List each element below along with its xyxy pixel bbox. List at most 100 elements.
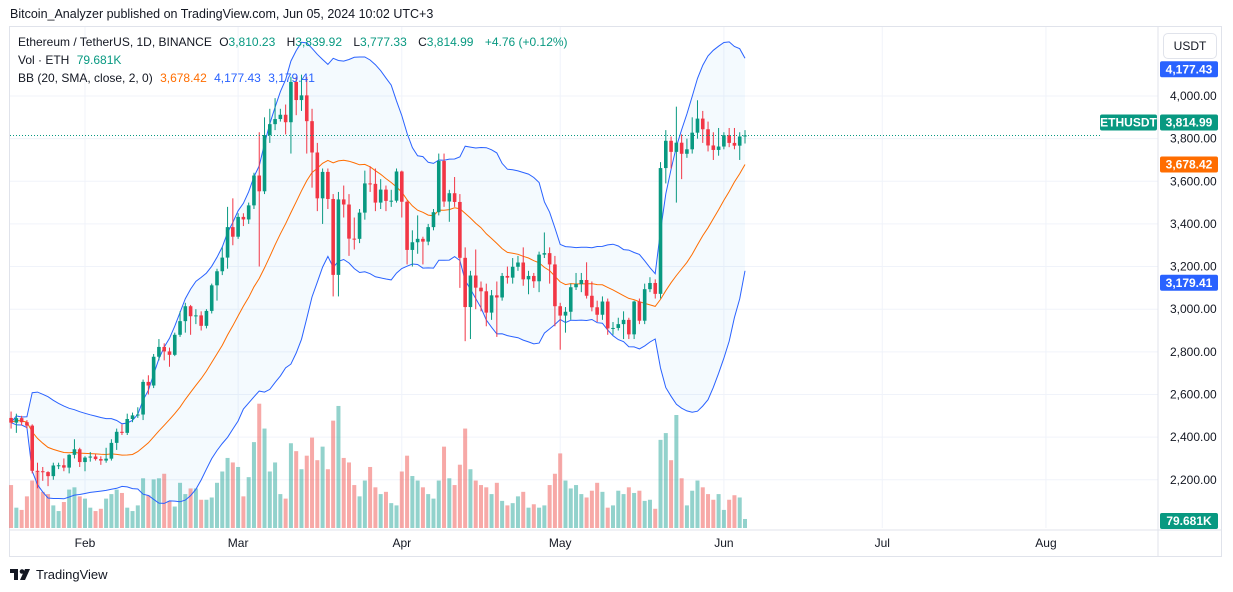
candle bbox=[632, 300, 636, 340]
candle-body bbox=[431, 212, 436, 228]
candle-body bbox=[452, 193, 457, 202]
candle bbox=[299, 74, 304, 111]
candle-body bbox=[679, 142, 684, 154]
candle-body bbox=[690, 132, 694, 150]
candle bbox=[320, 168, 325, 224]
candle-body bbox=[14, 418, 19, 423]
candle bbox=[473, 249, 478, 310]
candle-body bbox=[268, 124, 272, 136]
candle bbox=[99, 456, 103, 465]
candle bbox=[400, 170, 404, 218]
volume-bar bbox=[494, 482, 499, 528]
candle bbox=[62, 458, 66, 472]
currency-button[interactable]: USDT bbox=[1163, 33, 1217, 59]
volume-bar bbox=[114, 489, 119, 528]
volume-bar bbox=[35, 471, 40, 528]
candle-body bbox=[595, 307, 599, 315]
candle bbox=[447, 189, 452, 222]
candle-body bbox=[400, 171, 404, 202]
candle bbox=[378, 179, 383, 209]
candle-body bbox=[664, 140, 668, 169]
candle-body bbox=[611, 327, 615, 329]
candle-body bbox=[711, 145, 716, 150]
candle-body bbox=[685, 149, 689, 154]
volume-bar bbox=[61, 502, 66, 528]
x-tick-label: Jul bbox=[875, 536, 890, 550]
candle bbox=[141, 379, 145, 421]
candle-body bbox=[716, 146, 721, 150]
candle bbox=[658, 162, 663, 299]
candle bbox=[352, 217, 357, 250]
volume-price-label: 79.681K bbox=[1166, 514, 1212, 528]
candle-body bbox=[136, 414, 140, 416]
volume-bar bbox=[104, 498, 109, 528]
candle bbox=[568, 283, 573, 320]
candle-body bbox=[447, 193, 452, 202]
candle-body bbox=[93, 456, 98, 460]
candle-body bbox=[225, 227, 230, 258]
candle-body bbox=[442, 161, 446, 202]
candle-body bbox=[553, 264, 557, 307]
candle-body bbox=[558, 306, 562, 316]
candle bbox=[83, 456, 87, 472]
candle-body bbox=[77, 449, 82, 463]
candle-body bbox=[194, 315, 198, 317]
volume-bar bbox=[611, 505, 615, 528]
volume-label[interactable]: Vol · ETH bbox=[18, 53, 70, 67]
candle-body bbox=[737, 136, 742, 146]
candle-body bbox=[67, 454, 71, 468]
symbol-title[interactable]: Ethereum / TetherUS, 1D, BINANCE bbox=[18, 35, 212, 49]
volume-price-label-bg bbox=[1160, 513, 1218, 529]
y-tick-label: 2,600.00 bbox=[1170, 387, 1217, 401]
candle bbox=[743, 130, 747, 144]
candle bbox=[341, 185, 346, 218]
candle bbox=[194, 309, 198, 325]
candle-body bbox=[273, 119, 277, 125]
volume-bar bbox=[399, 471, 404, 528]
volume-bar bbox=[146, 495, 151, 528]
tradingview-wordmark: TradingView bbox=[36, 567, 108, 582]
low-value: 3,777.33 bbox=[360, 35, 407, 49]
candle-body bbox=[304, 95, 309, 122]
candle-body bbox=[172, 334, 177, 355]
volume-bar bbox=[331, 420, 336, 528]
candle bbox=[67, 454, 71, 474]
candle bbox=[479, 281, 483, 312]
x-tick-label: May bbox=[549, 536, 572, 550]
candle bbox=[558, 302, 562, 350]
candle-body bbox=[104, 458, 108, 461]
candle bbox=[278, 108, 283, 122]
candle bbox=[510, 258, 515, 284]
candle-body bbox=[188, 306, 193, 317]
candle-body bbox=[294, 81, 298, 101]
tradingview-logo-icon bbox=[10, 568, 30, 580]
volume-bar bbox=[420, 487, 425, 528]
volume-bar bbox=[362, 480, 367, 528]
candle bbox=[495, 281, 499, 337]
candle bbox=[130, 412, 135, 423]
candle bbox=[19, 415, 24, 426]
candle-body bbox=[299, 95, 304, 101]
candle-body bbox=[727, 135, 731, 143]
candle bbox=[452, 177, 457, 207]
candle-body bbox=[500, 275, 504, 298]
x-tick-label: Jun bbox=[714, 536, 733, 550]
candle-body bbox=[262, 135, 267, 192]
candle bbox=[542, 232, 547, 259]
volume-bar bbox=[442, 446, 447, 528]
volume-bar bbox=[389, 503, 394, 528]
bb-basis-value: 3,678.42 bbox=[160, 71, 207, 85]
volume-bar bbox=[315, 460, 320, 528]
candle bbox=[700, 110, 705, 143]
volume-bar bbox=[531, 504, 536, 528]
candle bbox=[679, 134, 684, 180]
volume-bar bbox=[658, 439, 663, 528]
candle bbox=[373, 168, 378, 212]
candle-body bbox=[653, 282, 658, 294]
bb-label[interactable]: BB (20, SMA, close, 2, 0) bbox=[18, 71, 153, 85]
volume-bar bbox=[225, 457, 230, 528]
candle-body bbox=[700, 118, 705, 130]
tradingview-logo[interactable]: TradingView bbox=[10, 567, 108, 582]
volume-bar bbox=[505, 505, 510, 528]
